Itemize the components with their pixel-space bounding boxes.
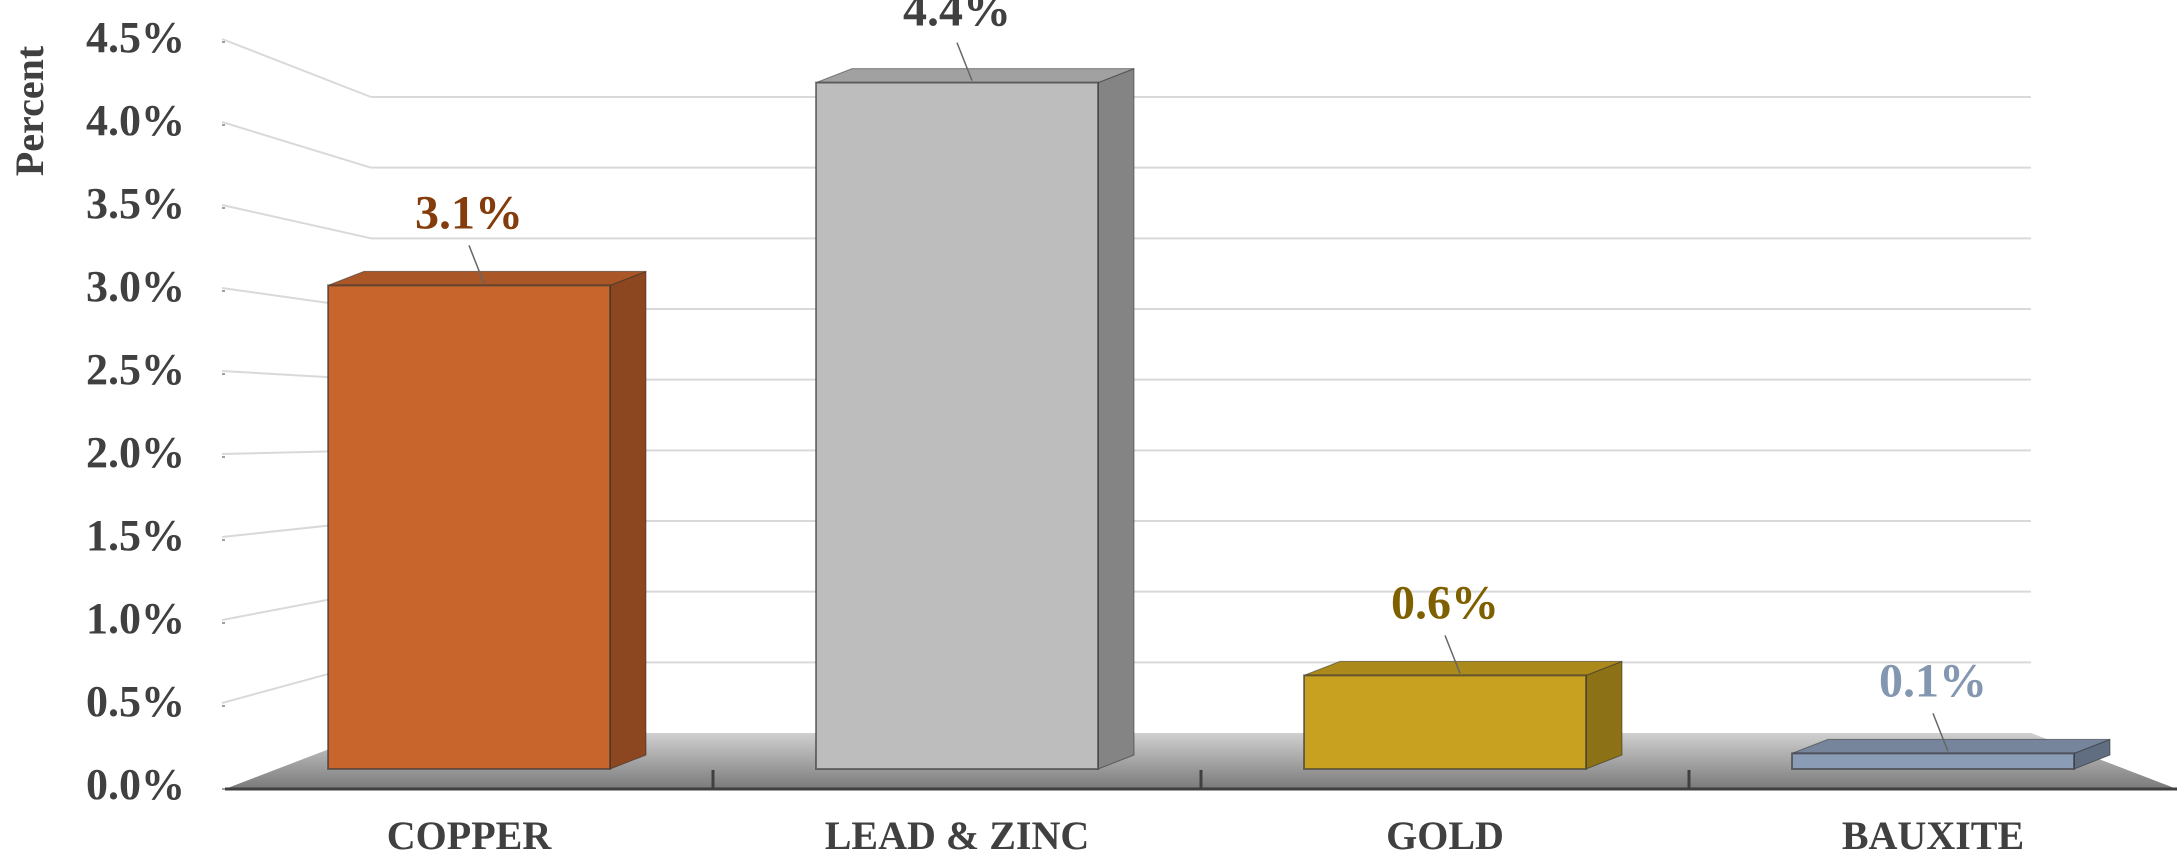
value-label: 4.4% xyxy=(903,0,1011,37)
y-tick-label: 3.5% xyxy=(86,179,185,228)
y-axis-label: Percent xyxy=(7,45,52,176)
bar-side xyxy=(609,270,647,770)
y-tick-label: 4.0% xyxy=(86,96,185,145)
grid-side xyxy=(221,38,372,98)
y-tick-label: 1.0% xyxy=(86,594,185,643)
value-label: 3.1% xyxy=(415,186,523,239)
y-tick-label: 4.5% xyxy=(86,13,185,62)
bar-top xyxy=(1303,660,1623,676)
leader-line xyxy=(468,245,485,284)
y-tick-label: 3.0% xyxy=(86,262,185,311)
bar xyxy=(815,81,1099,771)
value-label: 0.1% xyxy=(1879,654,1987,707)
leader-line xyxy=(1444,635,1461,674)
bar xyxy=(1791,752,2075,771)
leader-line xyxy=(956,42,973,81)
leader-line xyxy=(1932,713,1949,752)
y-tick-label: 1.5% xyxy=(86,511,185,560)
bar xyxy=(327,284,611,770)
grid-side xyxy=(221,204,372,240)
bar-side xyxy=(1097,67,1135,770)
x-tick-label: LEAD & ZINC xyxy=(825,813,1089,858)
bar-top xyxy=(1791,738,2111,754)
y-tick-label: 0.5% xyxy=(86,677,185,726)
bar xyxy=(1303,674,1587,771)
y-tick-label: 2.0% xyxy=(86,428,185,477)
x-tick-label: BAUXITE xyxy=(1842,813,2024,858)
x-tick-label: GOLD xyxy=(1386,813,1504,858)
bar-top xyxy=(815,68,1135,84)
value-label: 0.6% xyxy=(1391,576,1499,629)
grid-side xyxy=(221,121,372,169)
bar-side xyxy=(1585,660,1623,770)
y-tick-label: 0.0% xyxy=(86,760,185,809)
x-tick-label: COPPER xyxy=(387,813,553,858)
bar-top xyxy=(327,270,647,286)
y-tick-label: 2.5% xyxy=(86,345,185,394)
